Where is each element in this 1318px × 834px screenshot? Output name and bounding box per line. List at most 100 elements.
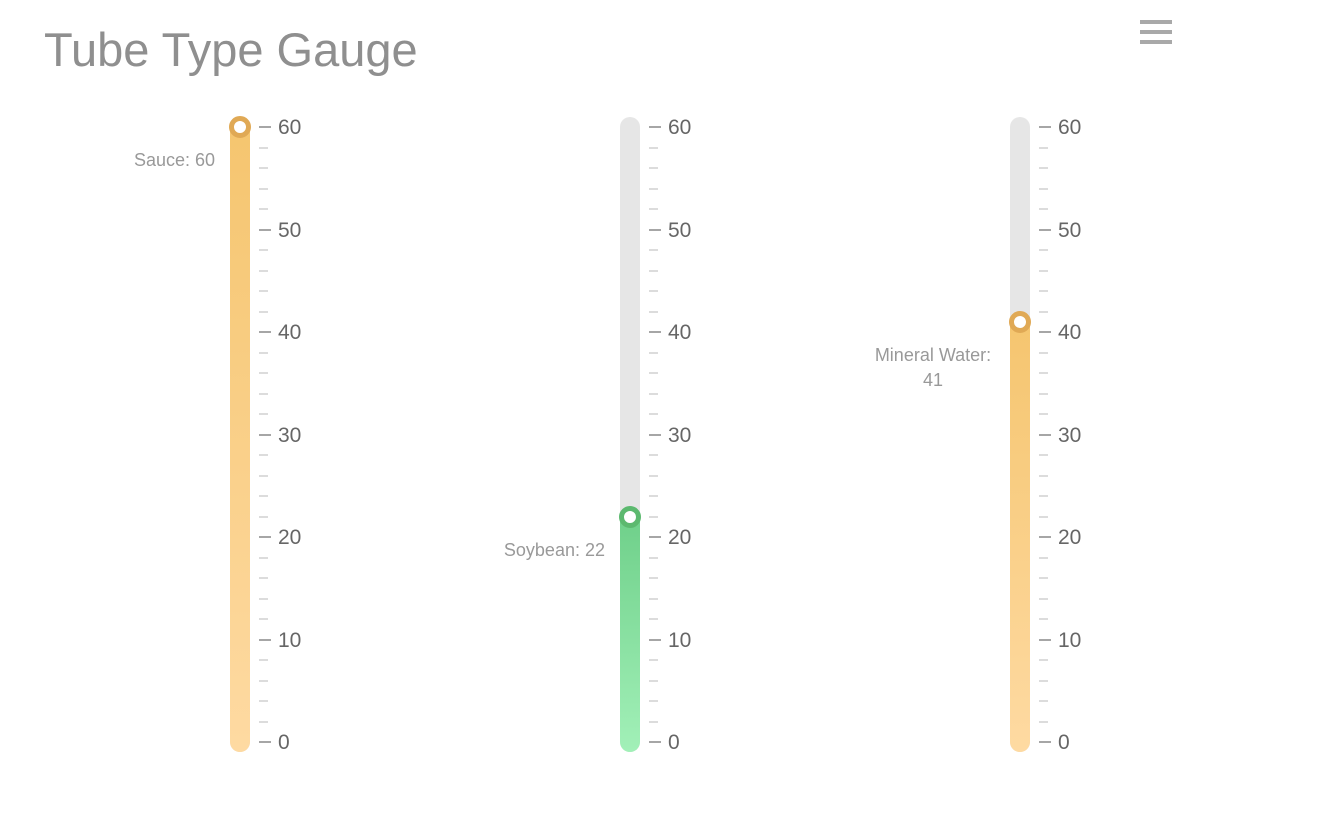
series-value-label: Soybean: 22 [503, 539, 605, 560]
minor-tick [649, 269, 658, 272]
axis-tick-label: 20 [1058, 526, 1082, 549]
minor-tick [259, 679, 268, 682]
major-tick [259, 228, 271, 231]
minor-tick [259, 290, 268, 292]
minor-tick [259, 310, 268, 313]
axis-tick-label: 30 [668, 423, 692, 447]
minor-tick [649, 679, 658, 682]
major-tick [649, 741, 661, 743]
minor-tick [259, 146, 268, 149]
value-marker-icon[interactable] [619, 505, 641, 528]
major-tick [1039, 228, 1051, 231]
minor-tick [649, 700, 658, 702]
tube-fill-bar[interactable] [620, 516, 640, 752]
minor-tick [259, 413, 268, 415]
menu-bar [1140, 40, 1172, 44]
minor-tick [1039, 187, 1048, 190]
series-value-label: Mineral Water: 41 [874, 344, 992, 390]
axis-tick-label: 60 [278, 116, 302, 139]
minor-tick [649, 187, 658, 190]
major-tick [649, 638, 661, 641]
minor-tick [649, 392, 658, 395]
value-marker-icon[interactable] [1009, 310, 1031, 333]
minor-tick [259, 454, 268, 456]
minor-tick [259, 495, 268, 497]
minor-tick [649, 249, 658, 251]
minor-tick [259, 515, 268, 518]
minor-tick [259, 577, 268, 579]
minor-tick [649, 556, 658, 559]
minor-tick [259, 167, 268, 169]
major-tick [1039, 433, 1051, 436]
minor-tick [649, 208, 658, 210]
minor-tick [259, 351, 268, 354]
minor-tick [259, 618, 268, 620]
minor-tick [649, 167, 658, 169]
hamburger-menu-icon[interactable] [1138, 18, 1174, 48]
major-tick [1039, 741, 1051, 743]
minor-tick [649, 720, 658, 723]
minor-tick [1039, 700, 1048, 702]
minor-tick [1039, 208, 1048, 210]
minor-tick [1039, 167, 1048, 169]
major-tick [1039, 536, 1051, 538]
major-tick [259, 741, 271, 743]
minor-tick [649, 515, 658, 518]
major-tick [259, 536, 271, 538]
minor-tick [649, 372, 658, 374]
value-marker-icon[interactable] [229, 116, 251, 138]
minor-tick [1039, 454, 1048, 456]
axis-tick-label: 60 [668, 116, 692, 139]
minor-tick [259, 208, 268, 210]
minor-tick [649, 290, 658, 292]
major-tick [259, 638, 271, 641]
axis-tick-label: 20 [668, 526, 692, 549]
axis-tick-label: 10 [278, 628, 302, 652]
minor-tick [259, 474, 268, 477]
minor-tick [1039, 495, 1048, 497]
minor-tick [1039, 269, 1048, 272]
minor-tick [1039, 618, 1048, 620]
major-tick [1039, 331, 1051, 333]
tube-track [230, 117, 250, 752]
minor-tick [259, 720, 268, 723]
tube-fill-bar[interactable] [230, 127, 250, 752]
minor-tick [649, 413, 658, 415]
major-tick [259, 433, 271, 436]
major-tick [649, 433, 661, 436]
major-tick [259, 126, 271, 128]
minor-tick [1039, 290, 1048, 292]
menu-bar [1140, 30, 1172, 34]
major-tick [649, 331, 661, 333]
major-tick [259, 331, 271, 333]
minor-tick [259, 187, 268, 190]
major-tick [1039, 638, 1051, 641]
minor-tick [1039, 372, 1048, 374]
minor-tick [259, 659, 268, 661]
minor-tick [1039, 474, 1048, 477]
major-tick [649, 126, 661, 128]
minor-tick [649, 597, 658, 600]
minor-tick [649, 474, 658, 477]
minor-tick [649, 310, 658, 313]
axis-tick-label: 60 [1058, 116, 1082, 139]
minor-tick [1039, 515, 1048, 518]
minor-tick [259, 700, 268, 702]
axis-tick-label: 10 [1058, 628, 1082, 652]
minor-tick [649, 659, 658, 661]
axis-tick-label: 40 [668, 321, 692, 344]
minor-tick [1039, 679, 1048, 682]
minor-tick [649, 577, 658, 579]
axis-tick-label: 40 [278, 321, 302, 344]
axis-tick-label: 30 [278, 423, 302, 447]
minor-tick [1039, 720, 1048, 723]
minor-tick [1039, 597, 1048, 600]
minor-tick [1039, 577, 1048, 579]
minor-tick [649, 495, 658, 497]
axis-tick-label: 40 [1058, 321, 1082, 344]
minor-tick [259, 597, 268, 600]
minor-tick [649, 351, 658, 354]
tube-fill-bar[interactable] [1010, 321, 1030, 752]
axis-tick-label: 10 [668, 628, 692, 652]
